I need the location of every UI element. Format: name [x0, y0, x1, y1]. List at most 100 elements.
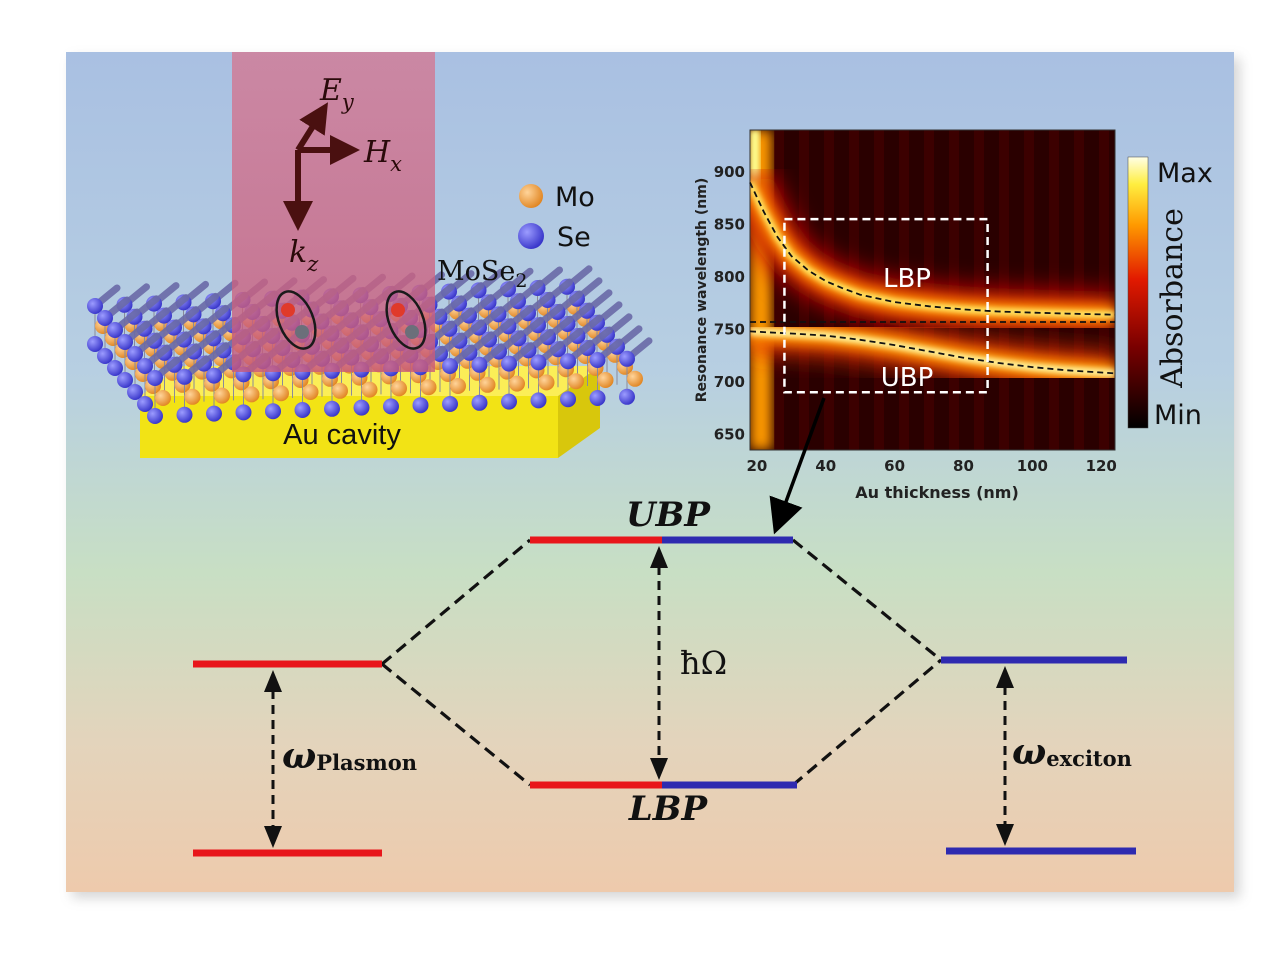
incident-beam: [232, 52, 435, 372]
lbp-heatmap-label: LBP: [883, 264, 931, 294]
se-atom: [265, 403, 281, 420]
se-atom: [107, 322, 123, 338]
y-tick-labels: 650 700 750 800 850 900: [714, 163, 745, 443]
x-tick-labels: 20 40 60 80 100 120: [746, 457, 1116, 475]
coupling-connectors: [380, 538, 943, 787]
se-atom: [127, 384, 143, 400]
mo-atom: [597, 372, 614, 388]
substrate-label: Au cavity: [283, 419, 401, 451]
rabi-splitting-label: ħΩ: [680, 644, 727, 682]
highlight-rect: [783, 217, 989, 394]
se-atom: [206, 405, 222, 422]
y-tick-label: 750: [714, 320, 745, 338]
highlight-box: [783, 217, 989, 394]
exciton-pair-2: [385, 290, 427, 350]
se-atom: [501, 355, 517, 372]
e-field-label: Ey: [319, 73, 355, 114]
branch-curves: [749, 182, 1116, 375]
ubp-level-label: UBP: [626, 495, 711, 535]
se-atom: [117, 372, 133, 388]
se-atom: [560, 353, 576, 370]
ubp-heatmap-label: UBP: [881, 363, 934, 393]
se-atom: [137, 396, 153, 412]
gold-substrate: Au cavity: [140, 366, 600, 458]
se-atom: [294, 402, 311, 418]
se-atom: [501, 393, 517, 410]
x-tick-label: 80: [953, 457, 974, 475]
k-vector-label: kz: [289, 235, 319, 276]
y-tick-label: 850: [714, 215, 745, 233]
mo-atom: [538, 374, 555, 391]
se-atom: [589, 352, 606, 368]
se-atom: [117, 334, 133, 350]
se-atom: [471, 356, 488, 373]
se-atom: [235, 404, 252, 421]
se-atom: [383, 398, 399, 415]
x-tick-label: 20: [746, 457, 767, 475]
mo-atom: [391, 380, 407, 397]
se-atom: [619, 388, 635, 405]
se-atom: [471, 394, 488, 411]
plot-frame: [749, 129, 1116, 451]
se-atom: [530, 392, 547, 409]
x-tick-label: 100: [1017, 457, 1048, 475]
x-axis-label: Au thickness (nm): [855, 483, 1019, 502]
se-atom: [530, 354, 547, 371]
se-atom: [619, 350, 635, 367]
legend-mo-label: Mo: [555, 182, 595, 213]
se-atom: [137, 358, 153, 374]
se-atom: [97, 348, 113, 364]
mo-atom: [214, 387, 230, 404]
exciton-pair-1: [275, 290, 317, 350]
upper-branch-curve: [749, 182, 1116, 316]
hole-dot: [281, 303, 295, 317]
mo-atom: [479, 376, 496, 393]
mo-atom: [420, 379, 437, 396]
colorbar-min-label: Min: [1154, 400, 1202, 431]
se-atom: [324, 400, 340, 417]
absorbance-heatmap: 20 40 60 80 100 120 650 700 750 800 850 900 Au thi…: [694, 129, 1213, 535]
mo-atom: [332, 382, 348, 399]
se-atom: [147, 408, 163, 424]
mo-atom: [184, 388, 201, 405]
x-tick-label: 120: [1086, 457, 1117, 475]
se-atom: [353, 399, 370, 416]
mose2-illustration: Au cavity Ey Hx kz Mo Se: [87, 52, 653, 458]
se-atom: [107, 360, 123, 376]
mo-atom: [155, 390, 171, 406]
se-atom: [206, 367, 222, 384]
lower-branch-curve: [749, 330, 1116, 375]
se-atom: [176, 368, 193, 385]
mo-atom: [361, 381, 378, 398]
se-atom: [412, 397, 429, 414]
legend-se-label: Se: [557, 222, 591, 253]
colorbar: [1127, 156, 1149, 429]
mo-atom: [627, 370, 643, 387]
lbp-level-label: LBP: [628, 789, 709, 829]
h-field-label: Hx: [363, 135, 402, 176]
colorbar-label: Absorbance: [1155, 208, 1190, 389]
hole-dot: [391, 303, 405, 317]
e-field-arrow: [295, 102, 328, 152]
se-atom: [97, 310, 113, 326]
field-axes: [283, 102, 360, 231]
mo-atom: [302, 384, 319, 400]
y-tick-label: 700: [714, 373, 745, 391]
se-atom: [560, 391, 576, 408]
y-tick-label: 900: [714, 163, 745, 181]
mo-atom: [243, 386, 260, 403]
se-atom: [87, 336, 103, 352]
mo-atom-icon: [519, 184, 543, 208]
se-atom: [442, 358, 458, 374]
energy-level-diagram: UBP LBP ħΩ ωPlasmon ωexciton: [193, 495, 1136, 857]
se-atom: [442, 396, 458, 412]
colorbar-max-label: Max: [1157, 158, 1213, 189]
y-axis-label: Resonance wavelength (nm): [694, 178, 710, 402]
se-atom: [127, 346, 143, 362]
x-tick-label: 60: [884, 457, 905, 475]
zoom-pointer-arrow: [769, 397, 826, 535]
atom-legend: Mo Se: [518, 182, 595, 253]
plasmon-energy-label: ωPlasmon: [282, 735, 417, 777]
material-label: MoSe2: [437, 256, 527, 292]
